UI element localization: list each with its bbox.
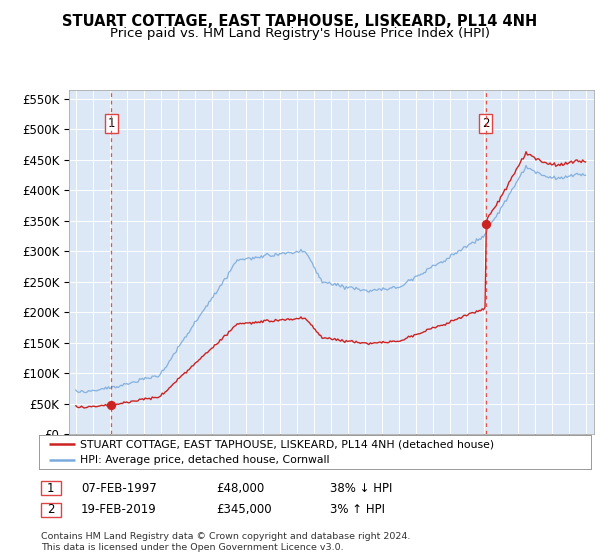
Text: £345,000: £345,000 (216, 503, 272, 516)
Text: Contains HM Land Registry data © Crown copyright and database right 2024.
This d: Contains HM Land Registry data © Crown c… (41, 531, 410, 553)
Text: £48,000: £48,000 (216, 482, 264, 495)
Text: STUART COTTAGE, EAST TAPHOUSE, LISKEARD, PL14 4NH (detached house): STUART COTTAGE, EAST TAPHOUSE, LISKEARD,… (80, 439, 494, 449)
Text: 38% ↓ HPI: 38% ↓ HPI (330, 482, 392, 495)
Text: STUART COTTAGE, EAST TAPHOUSE, LISKEARD, PL14 4NH: STUART COTTAGE, EAST TAPHOUSE, LISKEARD,… (62, 14, 538, 29)
Point (481, 219, 490, 228)
Text: 2: 2 (482, 116, 490, 129)
Text: 1: 1 (108, 116, 115, 129)
Text: HPI: Average price, detached house, Cornwall: HPI: Average price, detached house, Corn… (80, 455, 330, 465)
Text: 3% ↑ HPI: 3% ↑ HPI (330, 503, 385, 516)
Text: 1: 1 (47, 482, 55, 495)
Text: 19-FEB-2019: 19-FEB-2019 (81, 503, 157, 516)
Text: Price paid vs. HM Land Registry's House Price Index (HPI): Price paid vs. HM Land Registry's House … (110, 27, 490, 40)
Text: 2: 2 (47, 503, 55, 516)
Point (107, 400, 116, 409)
Text: 07-FEB-1997: 07-FEB-1997 (81, 482, 157, 495)
